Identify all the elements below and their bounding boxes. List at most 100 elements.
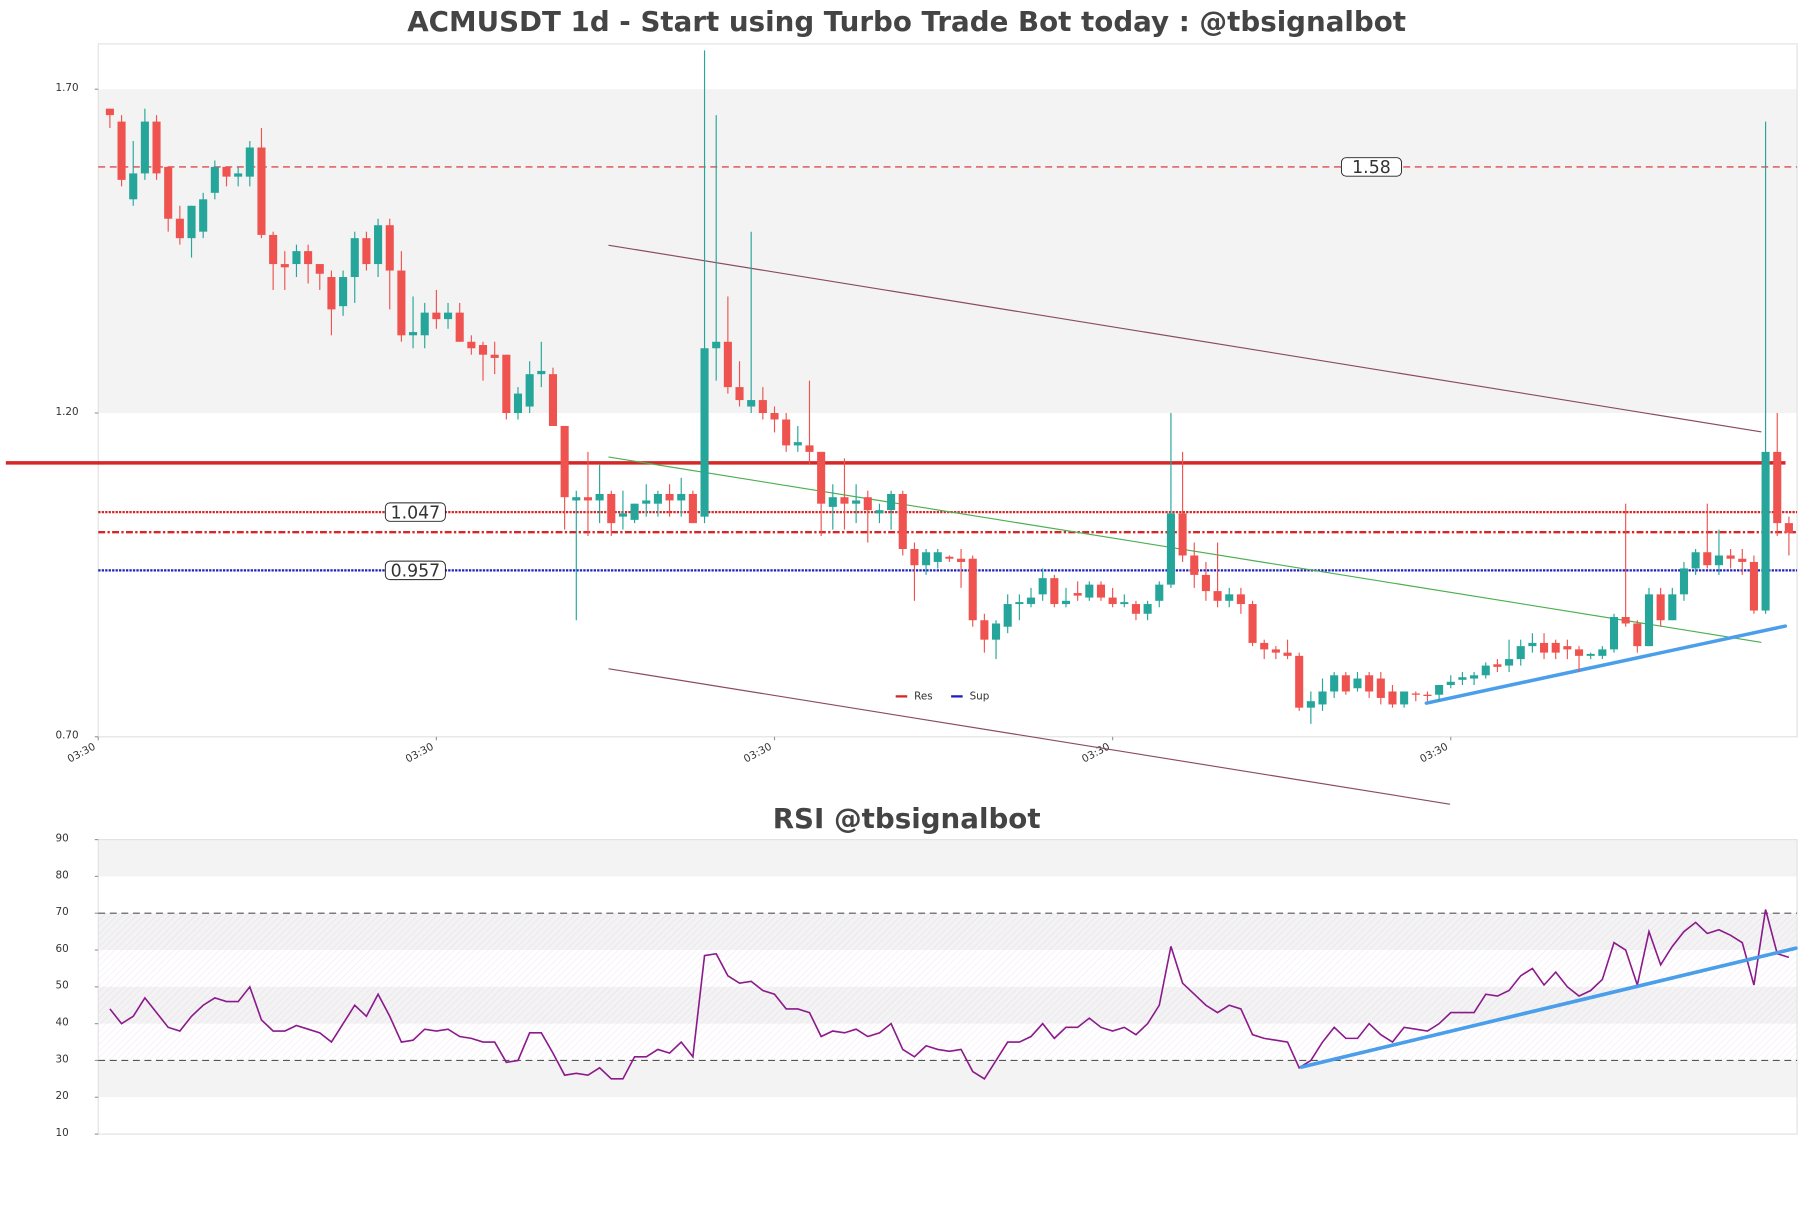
candle-body: [1435, 685, 1444, 695]
candle-body: [1376, 678, 1385, 698]
candle-body: [688, 493, 697, 524]
band: [98, 1060, 1798, 1098]
candle-body: [630, 503, 639, 520]
candle-body: [1073, 593, 1082, 596]
candle-body: [875, 510, 884, 514]
candle-body: [805, 445, 814, 452]
candle-body: [257, 147, 266, 235]
level-label: 1.047: [384, 502, 446, 523]
x-tick-label: 03:30: [742, 741, 774, 766]
candle-body: [117, 121, 126, 180]
candle-body: [1574, 649, 1584, 656]
level-label-box: [384, 502, 446, 522]
candle-body: [1411, 693, 1420, 695]
candle-body: [665, 493, 674, 501]
candle-body: [374, 225, 383, 265]
candle-body: [1738, 558, 1747, 562]
x-tick-label: 03:30: [1418, 741, 1450, 766]
candle-body: [852, 500, 861, 504]
plot-frame: [97, 43, 1798, 738]
candle-body: [164, 166, 173, 219]
candle-body: [1609, 617, 1619, 650]
y-tick-label: 1.70: [56, 82, 79, 94]
candle-body: [653, 493, 662, 504]
candle-body: [234, 173, 243, 177]
candle-body: [1108, 597, 1117, 605]
candle-body: [595, 493, 604, 501]
candle-body: [1178, 513, 1187, 556]
candle-body: [1038, 578, 1047, 595]
candle-body: [957, 558, 966, 562]
candle-body: [1388, 691, 1397, 705]
trend-line: [608, 244, 1762, 433]
candle-body: [1505, 659, 1514, 666]
rsi-line: [109, 909, 1790, 1080]
candle-body: [618, 513, 627, 517]
candle-body: [933, 552, 942, 562]
candle-body: [793, 442, 802, 446]
candle-body: [1085, 584, 1094, 598]
candle-body: [922, 552, 931, 566]
candle-body: [420, 312, 429, 336]
candle-body: [175, 218, 184, 239]
candle-body: [1691, 552, 1700, 569]
candle-body: [1155, 584, 1164, 601]
y-tick-label: 60: [56, 943, 69, 955]
y-tick-label: 70: [56, 906, 69, 918]
candle-body: [817, 451, 826, 504]
y-tick-label: 10: [56, 1127, 69, 1139]
candle-body: [1551, 642, 1560, 653]
candle-body: [968, 558, 977, 621]
candle-body: [1341, 675, 1350, 692]
candle-body: [362, 238, 371, 265]
candle-body: [980, 620, 989, 640]
candle-body: [642, 500, 651, 504]
candle-body: [1003, 604, 1012, 627]
candle-body: [828, 497, 837, 507]
trend-line: [1424, 624, 1788, 705]
candle-body: [1400, 691, 1409, 705]
candle-body: [1423, 694, 1432, 697]
candle-body: [1761, 451, 1770, 611]
candle-body: [537, 370, 546, 375]
y-tick-label: 30: [56, 1053, 69, 1065]
candle-body: [747, 400, 756, 407]
candle-body: [677, 493, 686, 501]
candle-body: [991, 623, 1001, 640]
candle-body: [245, 147, 254, 177]
candle-body: [1726, 555, 1735, 559]
rsi-title: RSI @tbsignalbot: [773, 802, 1041, 835]
candle-body: [1365, 675, 1374, 692]
candle-body: [1668, 594, 1677, 621]
candle-body: [210, 166, 219, 193]
candle-body: [712, 341, 721, 349]
candle-body: [1703, 552, 1712, 566]
y-tick-label: 80: [56, 869, 69, 881]
trend-line: [608, 668, 1451, 805]
candle-body: [572, 497, 581, 501]
legend-label: Sup: [970, 690, 990, 702]
candle-body: [1201, 574, 1210, 592]
candle-body: [409, 332, 418, 336]
level-label-text: 1.047: [391, 503, 441, 523]
candle-body: [1656, 594, 1665, 621]
band: [98, 839, 1798, 877]
x-tick-label: 03:30: [404, 741, 436, 766]
candle-body: [140, 121, 149, 174]
candle-body: [432, 312, 441, 320]
candle-body: [898, 493, 907, 550]
candle-body: [1225, 594, 1234, 601]
candle-body: [1633, 623, 1642, 647]
candle-body: [304, 251, 313, 265]
candle-body: [1749, 561, 1758, 611]
candle-body: [105, 108, 114, 116]
y-tick-label: 20: [56, 1090, 69, 1102]
candle-body: [280, 264, 289, 268]
candle-body: [1353, 678, 1362, 689]
y-tick-label: 50: [56, 980, 69, 992]
candle-body: [863, 497, 872, 511]
candle-body: [129, 173, 138, 200]
trend-line: [1299, 946, 1798, 1069]
candle-body: [1260, 642, 1269, 650]
